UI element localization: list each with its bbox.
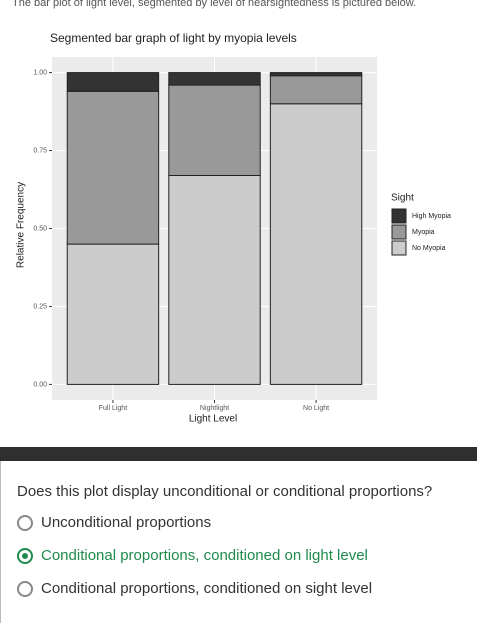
bar-segment <box>66 72 160 92</box>
radio-button[interactable] <box>17 580 33 597</box>
legend-swatch <box>391 224 407 240</box>
question-panel: Does this plot display unconditional or … <box>0 461 477 623</box>
bar-segment <box>168 84 261 176</box>
legend-swatch <box>391 240 407 256</box>
y-tick-label: 0.25 <box>33 303 47 310</box>
bar-segment <box>269 103 363 385</box>
divider <box>0 447 477 461</box>
bar-segment <box>269 72 363 77</box>
chart: Segmented bar graph of light by myopia l… <box>16 31 451 425</box>
x-axis-label: Light Level <box>189 414 237 425</box>
x-tick-label: No Light <box>303 405 329 412</box>
y-tick-label: 0.50 <box>33 225 47 232</box>
x-tick-label: Nightlight <box>200 405 229 412</box>
bar-segment <box>269 75 363 105</box>
legend-label: No Myopia <box>412 245 446 252</box>
y-tick-label: 0.75 <box>33 147 47 154</box>
y-tick-label: 1.00 <box>33 69 47 76</box>
chart-title: Segmented bar graph of light by myopia l… <box>50 31 297 45</box>
option-label[interactable]: Conditional proportions, conditioned on … <box>41 547 368 564</box>
answer-option[interactable]: Conditional proportions, conditioned on … <box>17 547 368 564</box>
answer-option[interactable]: Conditional proportions, conditioned on … <box>17 580 372 597</box>
question-text: Does this plot display unconditional or … <box>17 483 433 500</box>
bar-segment <box>66 90 160 245</box>
legend-swatch <box>391 208 407 224</box>
option-label[interactable]: Conditional proportions, conditioned on … <box>41 580 373 597</box>
option-label[interactable]: Unconditional proportions <box>41 514 212 531</box>
legend-label: High Myopia <box>412 213 451 220</box>
header-text: The bar plot of light level, segmented b… <box>12 0 417 9</box>
radio-button[interactable] <box>17 547 33 564</box>
x-tick-label: Full Light <box>99 405 127 412</box>
answer-option[interactable]: Unconditional proportions <box>17 514 211 531</box>
bar-segment <box>168 174 261 385</box>
bar-segment <box>168 72 261 86</box>
y-axis-label: Relative Frequency <box>16 182 27 268</box>
bar-segment <box>66 243 160 385</box>
legend-label: Myopia <box>412 229 435 236</box>
radio-button[interactable] <box>17 514 33 531</box>
legend-title: Sight <box>391 193 414 204</box>
y-tick-label: 0.00 <box>33 381 47 388</box>
